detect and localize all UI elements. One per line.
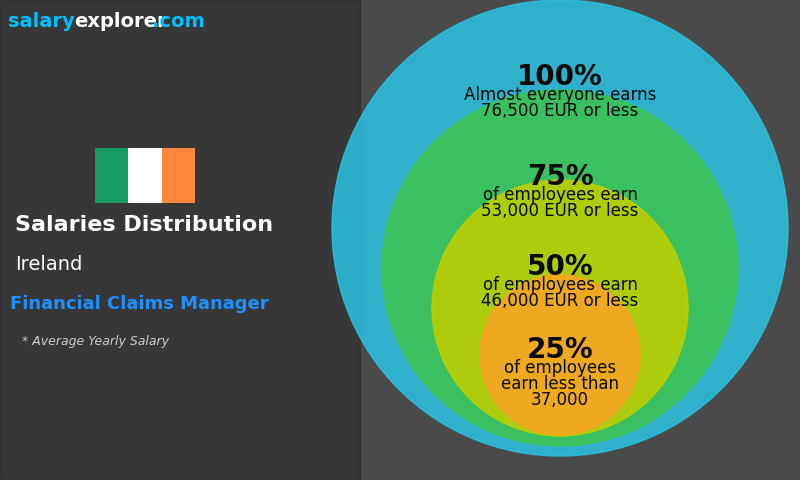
Text: 37,000: 37,000 xyxy=(531,391,589,409)
Bar xyxy=(0,0,360,480)
Text: salary: salary xyxy=(8,12,74,31)
Text: 53,000 EUR or less: 53,000 EUR or less xyxy=(482,202,638,220)
Text: Salaries Distribution: Salaries Distribution xyxy=(15,215,273,235)
Text: 75%: 75% xyxy=(526,163,594,191)
Circle shape xyxy=(332,0,788,456)
Circle shape xyxy=(382,90,738,446)
Text: Almost everyone earns: Almost everyone earns xyxy=(464,86,656,104)
Text: explorer: explorer xyxy=(74,12,166,31)
Text: 76,500 EUR or less: 76,500 EUR or less xyxy=(482,102,638,120)
Bar xyxy=(95,148,128,203)
Text: 46,000 EUR or less: 46,000 EUR or less xyxy=(482,292,638,310)
Text: Ireland: Ireland xyxy=(15,255,82,274)
Text: of employees earn: of employees earn xyxy=(482,186,638,204)
Bar xyxy=(128,148,162,203)
Text: earn less than: earn less than xyxy=(501,375,619,393)
Text: of employees: of employees xyxy=(504,359,616,377)
Bar xyxy=(162,148,195,203)
Text: of employees earn: of employees earn xyxy=(482,276,638,294)
Text: 100%: 100% xyxy=(517,63,603,91)
Text: * Average Yearly Salary: * Average Yearly Salary xyxy=(22,335,169,348)
Text: 50%: 50% xyxy=(526,253,594,281)
Text: 25%: 25% xyxy=(526,336,594,364)
Circle shape xyxy=(432,180,688,436)
Text: Financial Claims Manager: Financial Claims Manager xyxy=(10,295,269,313)
Text: .com: .com xyxy=(152,12,205,31)
Circle shape xyxy=(480,275,640,435)
